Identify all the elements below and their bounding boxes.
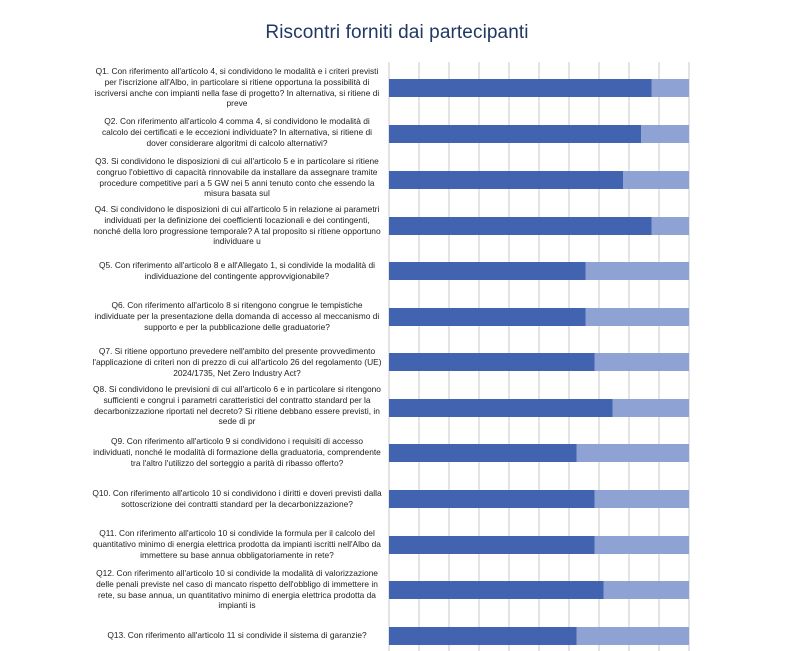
bar-q9-negative <box>576 444 689 462</box>
bar-q4-positive <box>389 217 652 235</box>
bar-q3-negative <box>623 171 689 189</box>
bar-q6-negative <box>585 308 689 326</box>
question-label-q11: Q11. Con riferimento all'articolo 10 si … <box>93 528 381 560</box>
question-label-q7: Q7. Si ritiene opportuno prevedere nell'… <box>92 346 382 378</box>
bar-q7-negative <box>594 353 689 371</box>
question-label-q2: Q2. Con riferimento all'articolo 4 comma… <box>101 116 372 148</box>
question-label-q9: Q9. Con riferimento all'articolo 9 si co… <box>93 436 381 468</box>
bar-q1-negative <box>651 79 689 97</box>
bar-q13-negative <box>576 627 689 645</box>
bar-q1-positive <box>389 79 652 97</box>
bar-q4-negative <box>651 217 689 235</box>
bar-q12-negative <box>603 581 689 599</box>
bar-q11-positive <box>389 536 595 554</box>
bar-q12-positive <box>389 581 604 599</box>
bar-q3-positive <box>389 171 623 189</box>
bar-q8-negative <box>612 399 689 417</box>
bar-q9-positive <box>389 444 577 462</box>
bar-q2-negative <box>641 125 689 143</box>
chart-title: Riscontri forniti dai partecipanti <box>265 22 529 43</box>
bar-q11-negative <box>594 536 689 554</box>
bar-q5-negative <box>585 262 689 280</box>
bar-q13-positive <box>389 627 577 645</box>
question-label-q8: Q8. Si condividono le previsioni di cui … <box>93 384 381 427</box>
question-label-q13: Q13. Con riferimento all'articolo 11 si … <box>107 630 367 640</box>
question-label-q10: Q10. Con riferimento all'articolo 10 si … <box>92 488 382 509</box>
bar-q7-positive <box>389 353 595 371</box>
question-label-q4: Q4. Si condividono le disposizioni di cu… <box>93 204 381 247</box>
question-label-q5: Q5. Con riferimento all'articolo 8 e all… <box>99 260 375 281</box>
bar-q10-positive <box>389 490 595 508</box>
question-label-q6: Q6. Con riferimento all'articolo 8 si ri… <box>94 300 380 332</box>
bar-q5-positive <box>389 262 586 280</box>
bar-q10-negative <box>594 490 689 508</box>
bar-q2-positive <box>389 125 641 143</box>
bar-q6-positive <box>389 308 586 326</box>
question-label-q12: Q12. Con riferimento all'articolo 10 si … <box>96 568 378 611</box>
question-label-q3: Q3. Si condividono le disposizioni di cu… <box>95 156 379 199</box>
question-label-q1: Q1. Con riferimento all'articolo 4, si c… <box>94 66 380 109</box>
bar-q8-positive <box>389 399 613 417</box>
